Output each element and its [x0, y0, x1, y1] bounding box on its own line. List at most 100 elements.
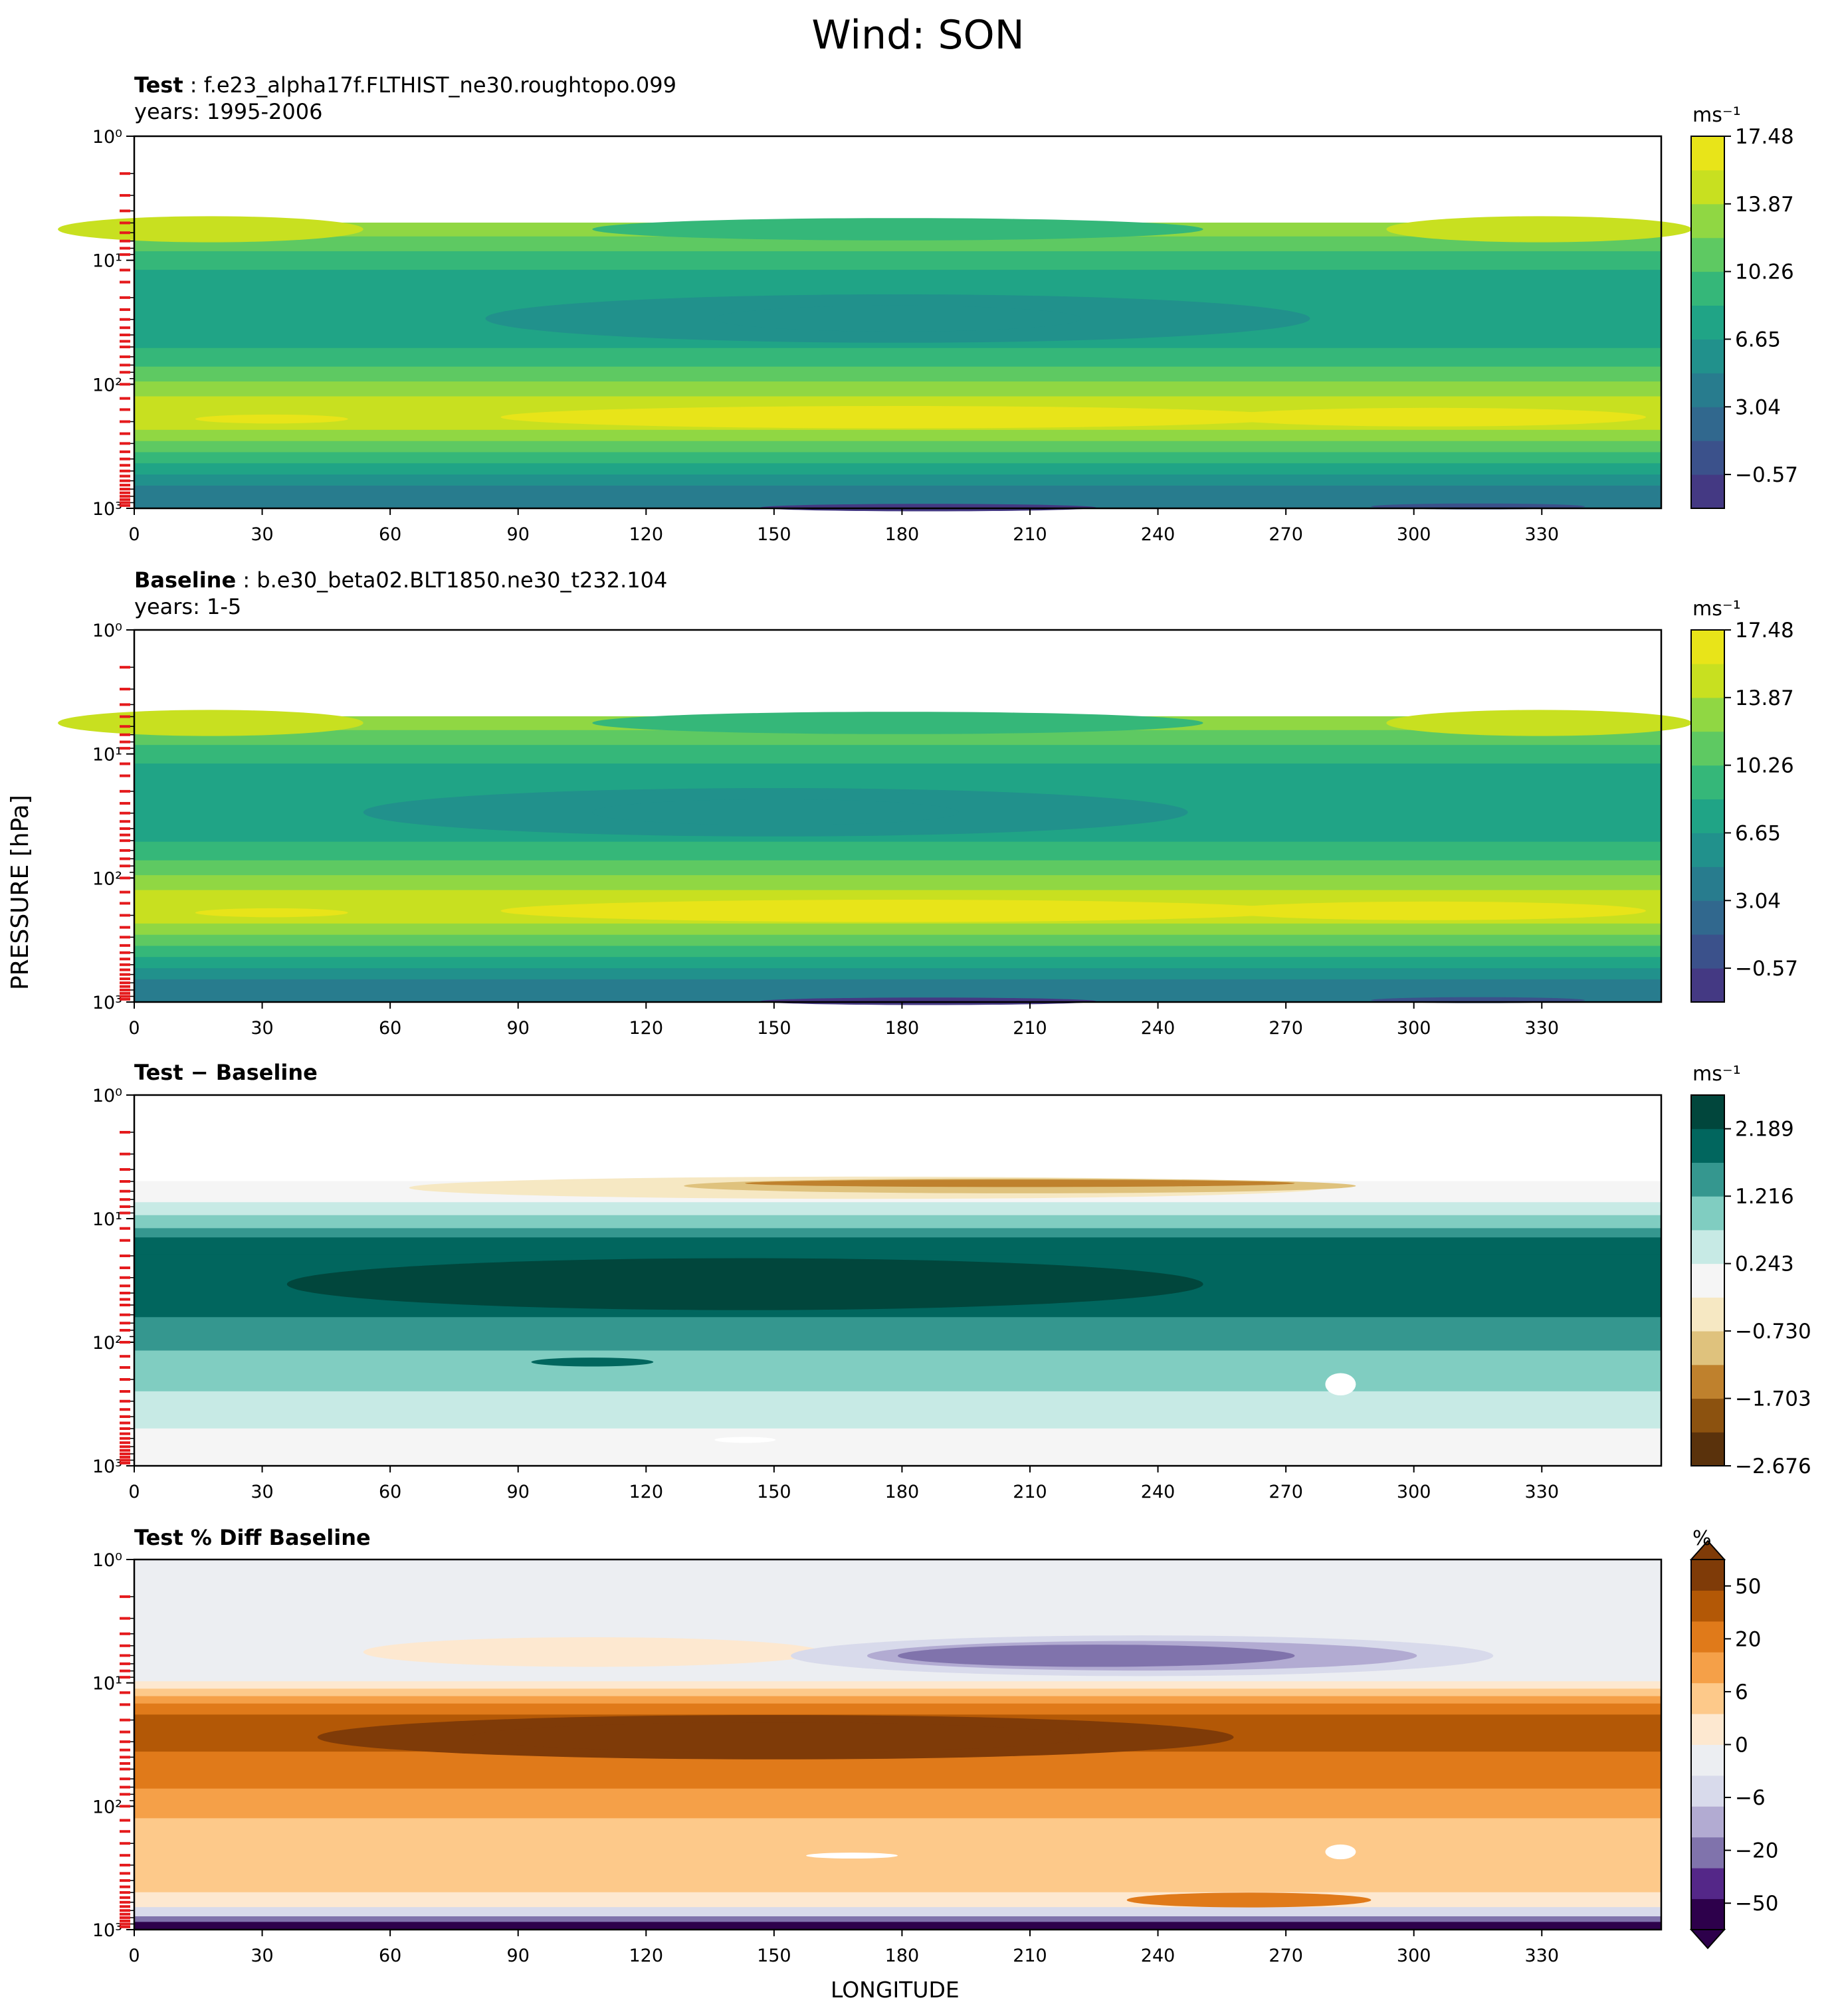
colorbar-tick-label: −0.57 — [1735, 463, 1798, 487]
colorbar-units: ms⁻¹ — [1692, 1062, 1741, 1086]
colorbar-tick-label: 2.189 — [1735, 1118, 1794, 1142]
contour-blob — [1218, 407, 1647, 427]
x-tick-label: 240 — [1141, 1018, 1175, 1039]
colorbar-segment — [1691, 169, 1724, 205]
colorbar-units: % — [1692, 1527, 1712, 1550]
colorbar-baseline: ms⁻¹17.48 13.87 10.26 6.65 3.04 −0.57 — [1690, 597, 1798, 1003]
colorbar-tick-label: 10.26 — [1735, 260, 1794, 284]
contour-blob — [286, 1258, 1203, 1310]
colorbar-segment — [1691, 968, 1724, 1003]
contour-blob — [1386, 710, 1692, 736]
contour-band-3 — [134, 1703, 1662, 1716]
contour-band-6 — [134, 1317, 1662, 1352]
x-tick-label: 210 — [1013, 1018, 1047, 1039]
contour-band-10 — [134, 923, 1662, 936]
colorbar-frame — [1690, 1094, 1725, 1466]
test-label: Test — [134, 72, 183, 98]
pctdiff-label: Test % Diff Baseline — [134, 1525, 371, 1550]
plot-frame — [133, 135, 1663, 510]
colorbar-tick-label: −0.57 — [1735, 957, 1798, 981]
contour-band-15 — [134, 979, 1662, 991]
contour-blob — [58, 216, 363, 243]
colorbar-tick-label: −6 — [1735, 1786, 1766, 1810]
x-tick-label: 330 — [1524, 524, 1559, 545]
colorbar-tick-label: −2.676 — [1735, 1455, 1811, 1478]
x-tick-label: 30 — [251, 1946, 273, 1966]
x-tick-label: 210 — [1013, 1482, 1047, 1502]
colorbar-tick-label: 17.48 — [1735, 619, 1794, 643]
contour-blob — [1386, 216, 1692, 243]
colorbar-segment — [1691, 1095, 1724, 1130]
contour-blob — [714, 305, 1081, 332]
colorbar-test: ms⁻¹17.48 13.87 10.26 6.65 3.04 −0.57 — [1690, 104, 1798, 509]
contour-band-1 — [134, 1202, 1662, 1216]
x-tick-label: 0 — [128, 1946, 140, 1966]
contour-blob — [470, 1722, 1081, 1752]
colorbar-segment — [1691, 697, 1724, 732]
colorbar-segment — [1691, 373, 1724, 407]
x-tick-label: 330 — [1524, 1946, 1559, 1966]
x-tick-label: 90 — [507, 1946, 530, 1966]
colorbar-diff: ms⁻¹ 2.189 1.216 0.243 −0.730 −1.703 −2.676 — [1690, 1062, 1811, 1478]
colorbar-segment — [1691, 339, 1724, 373]
contour-blob — [898, 1645, 1295, 1667]
colorbar-segment — [1691, 663, 1724, 698]
x-tick-label: 180 — [885, 1946, 920, 1966]
colorbar-tick-label: 0.243 — [1735, 1253, 1794, 1276]
x-tick-label: 210 — [1013, 524, 1047, 545]
contour-band-5 — [134, 841, 1662, 861]
y-tick-label: 10³ — [92, 993, 122, 1013]
colorbar-pctdiff: % 50 20 6 0 −6 −20 −50 — [1689, 1527, 1778, 1950]
colorbar-segment — [1691, 237, 1724, 272]
colorbar-segment — [1691, 305, 1724, 340]
x-tick-label: 90 — [507, 1018, 530, 1039]
x-tick-label: 60 — [379, 1946, 401, 1966]
contour-band-13 — [134, 463, 1662, 476]
contour-band-4 — [134, 1237, 1662, 1255]
contour-band-14 — [134, 968, 1662, 980]
colorbar-tick-label: 1.216 — [1735, 1185, 1794, 1209]
x-tick-label: 60 — [379, 1018, 401, 1039]
contour-band-2 — [134, 1696, 1662, 1704]
y-tick-label: 10¹ — [92, 1674, 122, 1694]
colorbar-segment — [1691, 630, 1724, 664]
colorbar-segment — [1691, 441, 1724, 475]
colorbar-segment — [1691, 833, 1724, 867]
colorbar-segment — [1691, 1837, 1724, 1868]
x-tick-label: 30 — [251, 524, 273, 545]
colorbar-segment — [1691, 1229, 1724, 1264]
contour-band-3 — [134, 1228, 1662, 1239]
contour-blob — [592, 712, 1203, 734]
contour-blob — [58, 710, 363, 736]
contour-band-7 — [134, 381, 1662, 397]
x-tick-label: 150 — [757, 524, 791, 545]
baseline-case-name: b.e30_beta02.BLT1850.ne30_t232.104 — [256, 567, 668, 593]
contour-band-12 — [134, 946, 1662, 958]
x-tick-label: 60 — [379, 524, 401, 545]
panel-diff: 0 30 60 90 120 150 180 210 240 270 300 330 10⁰ 10¹ 10²… — [92, 1086, 1663, 1502]
y-tick-label: 10¹ — [92, 251, 122, 272]
colorbar-tick-label: 0 — [1735, 1734, 1748, 1758]
contour-band-2 — [134, 745, 1662, 765]
contour-blob — [195, 908, 348, 918]
colorbar-tick-label: −1.703 — [1735, 1387, 1811, 1411]
contour-band-13 — [134, 957, 1662, 969]
contour-band-8 — [134, 1892, 1662, 1908]
x-tick-label: 270 — [1269, 1482, 1303, 1502]
x-tick-label: 300 — [1397, 1946, 1431, 1966]
colorbar-segment — [1691, 1590, 1724, 1622]
x-tick-label: 270 — [1269, 524, 1303, 545]
colorbar-tick-label: −50 — [1735, 1892, 1778, 1916]
baseline-years: years: 1-5 — [134, 594, 242, 619]
x-tick-label: 120 — [629, 1482, 664, 1502]
colorbar-tick-label: −0.730 — [1735, 1320, 1811, 1344]
test-years: years: 1995-2006 — [134, 99, 323, 124]
pctdiff-panel-title: Test % Diff Baseline — [134, 1524, 371, 1551]
colorbar-tick-label: 20 — [1735, 1627, 1761, 1651]
contour-blob — [195, 414, 348, 424]
contour-band-6 — [134, 366, 1662, 383]
colorbar-segment — [1691, 1331, 1724, 1365]
x-axis-label: LONGITUDE — [831, 1977, 960, 2003]
colorbar-tick-label: −20 — [1735, 1839, 1778, 1863]
panel-test: 0 30 60 90 120 150 180 210 240 270 300 330 10⁰ 10¹ 10²… — [58, 127, 1692, 545]
